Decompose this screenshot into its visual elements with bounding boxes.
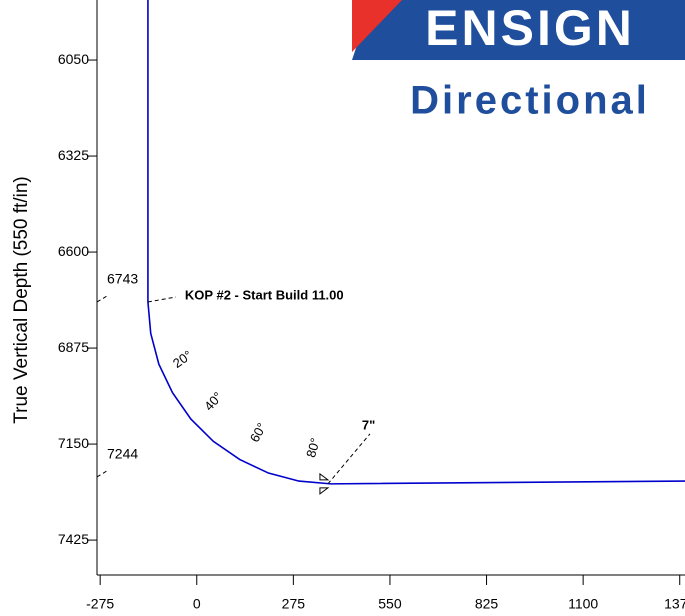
x-tick-label: 550 bbox=[378, 596, 402, 612]
x-tick-label: 275 bbox=[282, 596, 306, 612]
y-tick-label: 6875 bbox=[58, 339, 89, 355]
depth-label: 7244 bbox=[107, 446, 138, 462]
depth-leader bbox=[96, 295, 108, 303]
angle-label: 80° bbox=[303, 436, 323, 459]
kop-leader bbox=[147, 296, 177, 303]
casing-label: 7" bbox=[362, 417, 375, 432]
logo-subtitle: Directional bbox=[410, 79, 650, 123]
x-tick-label: 1375 bbox=[664, 596, 685, 612]
x-tick-label: -275 bbox=[86, 596, 114, 612]
y-tick-label: 6325 bbox=[58, 147, 89, 163]
x-tick-label: 1100 bbox=[568, 596, 598, 612]
y-tick-label: 6050 bbox=[58, 51, 89, 67]
logo-bar bbox=[352, 0, 685, 60]
depth-label: 6743 bbox=[107, 271, 138, 287]
casing-shoe bbox=[319, 472, 330, 495]
x-tick-label: 825 bbox=[475, 596, 499, 612]
y-axis-label: True Vertical Depth (550 ft/in) bbox=[11, 176, 32, 423]
angle-label: 60° bbox=[247, 420, 270, 444]
logo-accent bbox=[352, 0, 402, 52]
logo-title: ENSIGN bbox=[425, 0, 635, 56]
casing-leader bbox=[327, 433, 371, 485]
well-path bbox=[147, 0, 685, 485]
y-tick-label: 7150 bbox=[58, 435, 89, 451]
y-tick-label: 6600 bbox=[58, 243, 89, 259]
y-tick-label: 7425 bbox=[58, 531, 89, 547]
x-tick-label: 0 bbox=[193, 596, 201, 612]
angle-label: 20° bbox=[170, 347, 195, 371]
angle-label: 40° bbox=[201, 389, 225, 414]
depth-leader bbox=[96, 470, 108, 478]
kop-label: KOP #2 - Start Build 11.00 bbox=[185, 287, 344, 302]
